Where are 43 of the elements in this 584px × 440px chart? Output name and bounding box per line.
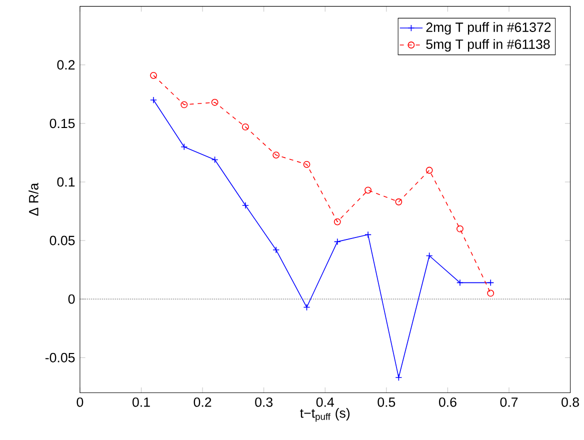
point: [272, 152, 280, 159]
x-tick-label: 0.7: [500, 398, 518, 408]
x-tick-label: 0.8: [562, 398, 579, 408]
x-tick-label: 0.3: [255, 398, 273, 408]
point: [426, 252, 433, 260]
point: [364, 231, 372, 238]
y-tick-label: 0.1: [57, 177, 75, 187]
point: [242, 202, 249, 209]
y-tick-label: -0.05: [45, 353, 75, 362]
point: [364, 186, 372, 194]
point: [456, 225, 464, 232]
point: [180, 101, 188, 108]
x-tick-label: 0.1: [132, 398, 150, 408]
x-tick-label: 0.6: [438, 398, 456, 408]
point: [211, 99, 218, 106]
y-tick-label: 0.05: [50, 236, 75, 246]
point: [242, 124, 249, 131]
point: [272, 246, 280, 254]
point: [150, 72, 157, 80]
point: [487, 290, 494, 297]
x-axis-title: t−t$_{puff}$ (s): [300, 408, 350, 422]
point: [303, 161, 310, 168]
point: [426, 166, 433, 174]
point: [150, 96, 157, 104]
x-tick-label: 0.4: [316, 398, 334, 408]
point: [487, 279, 494, 286]
y-tick-label: 0.15: [50, 118, 75, 128]
x-tick-label: 0.2: [194, 398, 212, 408]
point: [395, 374, 402, 382]
point: [211, 156, 218, 164]
x-tick-label: 0.5: [378, 398, 396, 408]
point: [456, 279, 464, 286]
y-tick-label: 0.2: [57, 60, 75, 70]
legend-label: 2mg T puff in #61372: [426, 22, 551, 35]
point: [334, 238, 341, 246]
point: [395, 198, 402, 206]
legend-label: 5mg T puff in #61138: [426, 39, 550, 52]
y-tick-label: 0: [68, 294, 75, 304]
y-axis-title: Δ R/a: [28, 183, 38, 216]
point: [303, 304, 310, 311]
point: [334, 218, 341, 226]
x-tick-label: 0: [76, 398, 84, 408]
point: [180, 144, 188, 150]
